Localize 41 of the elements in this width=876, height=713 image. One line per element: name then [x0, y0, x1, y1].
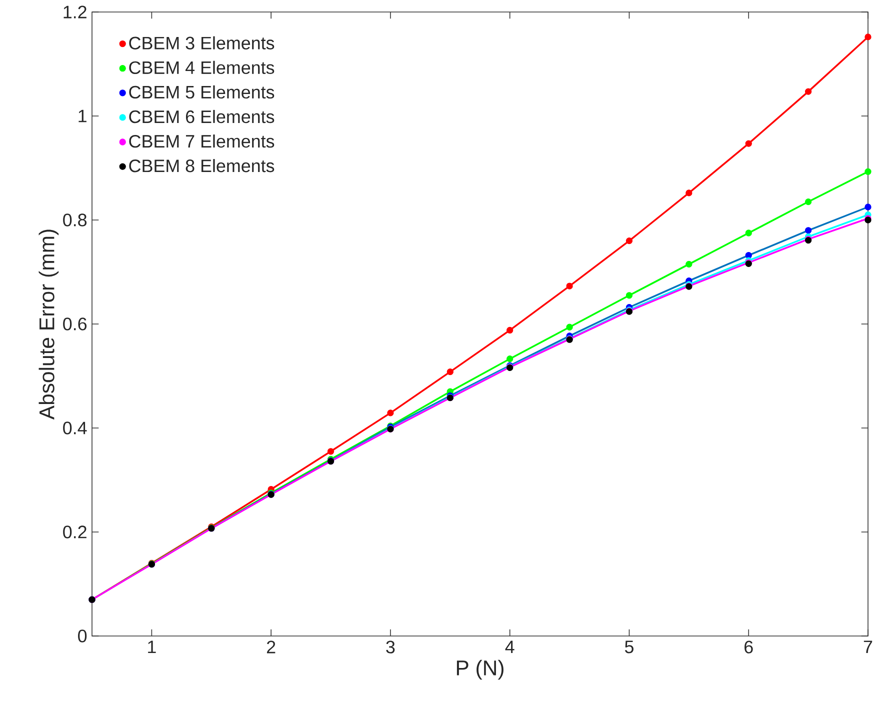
- point: [506, 326, 514, 334]
- point: [626, 292, 633, 299]
- point: [327, 448, 334, 455]
- legend-label: CBEM 5 Elements: [129, 85, 274, 99]
- point: [864, 34, 872, 40]
- point: [804, 198, 812, 206]
- x-tick-label: 4: [505, 640, 514, 654]
- legend-label: CBEM 8 Elements: [129, 159, 274, 172]
- y-tick-label: 1.2: [64, 6, 86, 18]
- legend-label: CBEM 7 Elements: [129, 134, 274, 148]
- point: [804, 88, 812, 95]
- x-tick-label: 6: [744, 640, 753, 654]
- y-tick-label: 0.2: [63, 526, 86, 538]
- legend-label: CBEM 3 Elements: [129, 36, 274, 50]
- point: [745, 230, 752, 236]
- point: [566, 282, 573, 290]
- point: [506, 356, 514, 362]
- point: [686, 260, 692, 268]
- point: [745, 140, 752, 147]
- x-axis-title: P (N): [456, 660, 504, 680]
- point: [804, 227, 812, 234]
- point: [566, 324, 573, 330]
- x-tick-label: 5: [624, 640, 634, 654]
- x-tick-label: 2: [266, 640, 276, 654]
- x-tick-label: 1: [148, 640, 156, 654]
- y-tick-label: 0.6: [63, 318, 87, 330]
- y-tick-label: 1: [78, 110, 86, 122]
- point: [446, 368, 454, 376]
- y-tick-label: 0.4: [63, 422, 87, 434]
- y-axis-title: Absolute Error (mm): [38, 230, 59, 420]
- point: [686, 190, 692, 196]
- point: [626, 237, 633, 244]
- y-tick-label: 0: [78, 630, 87, 642]
- x-tick-label: 7: [864, 640, 872, 654]
- x-tick-label: 3: [386, 640, 395, 654]
- legend-label: CBEM 4 Elements: [129, 60, 274, 74]
- legend-label: CBEM 6 Elements: [129, 110, 274, 124]
- point: [387, 410, 394, 416]
- y-tick-label: 0.8: [63, 214, 87, 226]
- point: [864, 168, 872, 175]
- point: [864, 204, 872, 210]
